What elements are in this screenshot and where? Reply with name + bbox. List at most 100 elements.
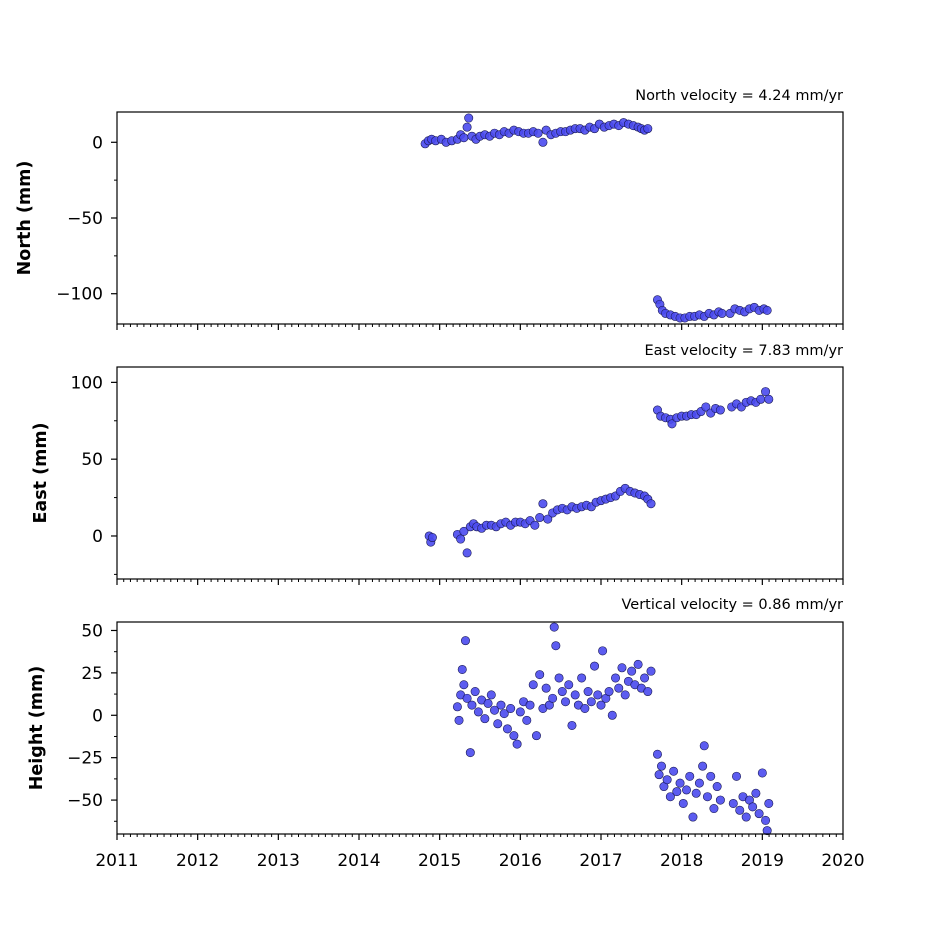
x-axis-tick-labels: 2011 2012 2013 2014 2015 2016 2017 2018 2019 2020 xyxy=(95,851,864,871)
data-point xyxy=(493,719,503,729)
data-point xyxy=(662,775,672,785)
data-point xyxy=(538,137,548,147)
height-plot-frame xyxy=(116,621,844,835)
north-points xyxy=(420,113,772,323)
north-y-axis-label: North (mm) xyxy=(15,161,35,276)
data-point xyxy=(699,741,709,751)
data-point xyxy=(604,687,614,697)
data-point xyxy=(761,815,771,825)
data-point xyxy=(748,802,758,812)
data-point xyxy=(694,778,704,788)
y-tick-label: −100 xyxy=(56,285,103,305)
data-point xyxy=(586,697,596,707)
data-point xyxy=(633,659,643,669)
data-point xyxy=(741,812,751,822)
data-point xyxy=(506,703,516,713)
y-tick-label: 25 xyxy=(81,664,103,684)
data-point xyxy=(467,700,477,710)
data-point xyxy=(682,785,692,795)
data-point xyxy=(598,646,608,656)
data-point xyxy=(462,693,472,703)
data-point xyxy=(620,690,630,700)
data-point xyxy=(607,710,617,720)
data-point xyxy=(712,782,722,792)
data-point xyxy=(473,707,483,717)
data-point xyxy=(535,513,545,523)
data-point xyxy=(580,703,590,713)
data-point xyxy=(654,770,664,780)
data-point xyxy=(762,305,772,315)
data-point xyxy=(480,714,490,724)
x-tick-label: 2018 xyxy=(660,851,703,871)
data-point xyxy=(646,499,656,509)
data-point xyxy=(678,798,688,808)
data-point xyxy=(762,826,772,836)
data-point xyxy=(698,761,708,771)
data-point xyxy=(685,771,695,781)
data-point xyxy=(486,690,496,700)
data-point xyxy=(570,690,580,700)
data-point xyxy=(715,405,725,415)
data-point xyxy=(459,680,469,690)
data-point xyxy=(464,113,474,123)
data-point xyxy=(465,748,475,758)
data-point xyxy=(459,133,469,143)
x-tick-label: 2012 xyxy=(176,851,219,871)
data-point xyxy=(672,787,682,797)
data-point xyxy=(611,673,621,683)
vertical-velocity-title: Vertical velocity = 0.86 mm/yr xyxy=(622,597,844,613)
data-point xyxy=(483,698,493,708)
data-point xyxy=(462,122,472,132)
data-point xyxy=(452,702,462,712)
data-point xyxy=(665,792,675,802)
data-point xyxy=(535,670,545,680)
data-point xyxy=(557,687,567,697)
data-point xyxy=(530,520,540,530)
data-point xyxy=(490,705,500,715)
data-point xyxy=(675,778,685,788)
x-tick-label: 2013 xyxy=(257,851,300,871)
y-tick-label: 100 xyxy=(71,373,103,393)
data-point xyxy=(640,673,650,683)
data-point xyxy=(457,664,467,674)
data-point xyxy=(732,771,742,781)
data-point xyxy=(538,499,548,509)
y-tick-label: 0 xyxy=(92,133,103,153)
data-point xyxy=(541,683,551,693)
east-ticks xyxy=(111,381,844,585)
data-point xyxy=(583,687,593,697)
data-point xyxy=(596,700,606,710)
data-point xyxy=(593,690,603,700)
data-point xyxy=(533,128,543,138)
height-panel: Vertical velocity = 0.86 mm/yr Height (m… xyxy=(27,597,844,840)
data-point xyxy=(460,636,470,646)
data-point xyxy=(614,683,624,693)
data-point xyxy=(496,700,506,710)
data-point xyxy=(754,809,764,819)
data-point xyxy=(551,641,561,651)
data-point xyxy=(543,514,553,524)
y-tick-label: 0 xyxy=(92,706,103,726)
data-point xyxy=(688,812,698,822)
x-tick-label: 2020 xyxy=(821,851,864,871)
data-point xyxy=(669,766,679,776)
x-tick-label: 2015 xyxy=(418,851,461,871)
y-tick-label: −50 xyxy=(67,791,103,811)
data-point xyxy=(643,124,653,134)
data-point xyxy=(701,402,711,412)
data-point xyxy=(509,731,519,741)
north-plot-frame xyxy=(116,111,844,325)
north-panel: North velocity = 4.24 mm/yr North (mm) 0… xyxy=(15,88,844,330)
data-point xyxy=(470,687,480,697)
data-point xyxy=(717,308,727,318)
east-panel: East velocity = 7.83 mm/yr East (mm) 100… xyxy=(31,343,844,585)
data-point xyxy=(617,663,627,673)
data-point xyxy=(502,724,512,734)
north-y-tick-labels: 0 −50 −100 xyxy=(56,133,103,304)
data-point xyxy=(652,749,662,759)
data-point xyxy=(577,673,587,683)
x-tick-label: 2014 xyxy=(337,851,380,871)
data-point xyxy=(667,419,677,429)
data-point xyxy=(567,720,577,730)
